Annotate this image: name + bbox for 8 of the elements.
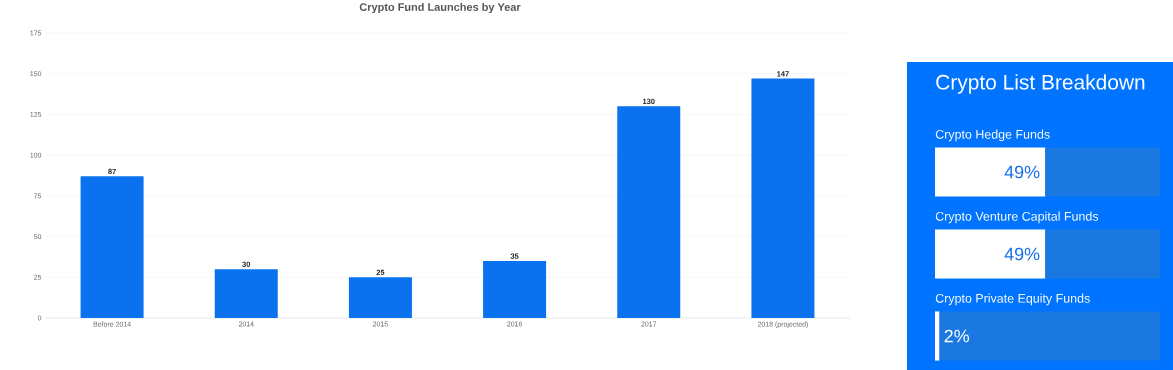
data-label: 49% [1004,165,1040,179]
data-label: 2% [944,329,969,343]
y-tick-label: Crypto Private Equity Funds [935,293,1090,306]
data-label: 49% [1004,247,1040,261]
y-tick-label: Crypto Venture Capital Funds [935,211,1099,224]
chart-title: Crypto Fund Launches by Year [359,2,521,14]
y-tick-label: Crypto Hedge Funds [935,129,1050,142]
chart-title: Crypto List Breakdown [936,74,1145,94]
